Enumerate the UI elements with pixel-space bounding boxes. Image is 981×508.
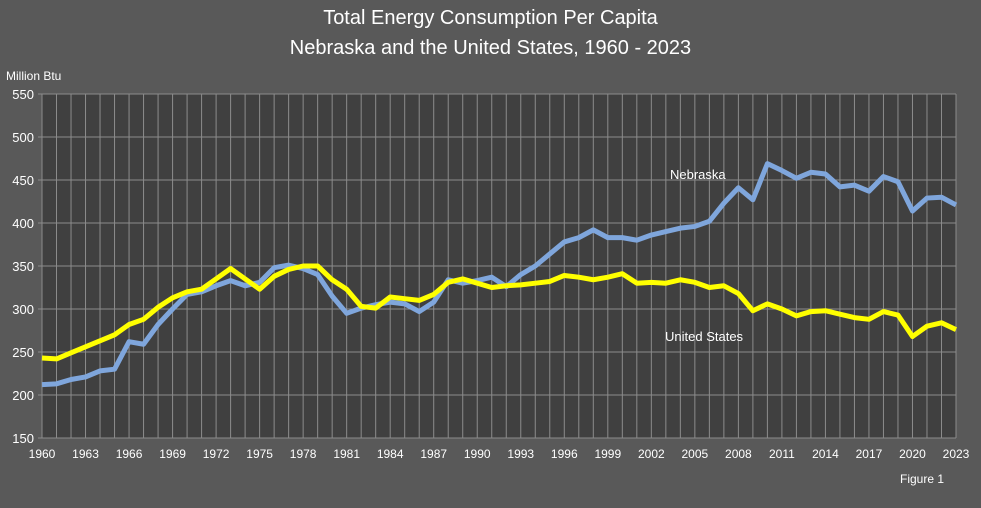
y-tick-label: 500 [12,130,34,145]
chart-title: Total Energy Consumption Per Capita [323,7,658,29]
y-tick-label: 450 [12,173,34,188]
x-tick-label: 2020 [899,447,926,461]
y-tick-label: 200 [12,388,34,403]
series-label-nebraska: Nebraska [670,167,726,182]
x-tick-label: 2005 [682,447,709,461]
y-axis-label: Million Btu [6,69,61,83]
figure-label: Figure 1 [900,472,944,486]
y-axis-ticks: 150 200 250 300 350 400 450 500 550 [12,87,34,446]
series-lines [41,161,958,388]
series-line-united-states [41,263,958,362]
x-tick-label: 1987 [420,447,447,461]
series-label-united-states: United States [665,329,744,344]
y-tick-label: 300 [12,302,34,317]
x-tick-label: 1996 [551,447,578,461]
x-tick-label: 1981 [333,447,360,461]
x-tick-label: 1960 [29,447,56,461]
x-tick-label: 2011 [769,447,795,461]
x-tick-label: 1984 [377,447,404,461]
x-tick-label: 1975 [246,447,273,461]
x-tick-label: 1978 [290,447,317,461]
x-tick-label: 1990 [464,447,491,461]
x-tick-label: 1999 [594,447,621,461]
x-tick-label: 2002 [638,447,665,461]
x-tick-label: 1993 [507,447,534,461]
x-tick-label: 2014 [812,447,839,461]
y-tick-label: 250 [12,345,34,360]
x-tick-label: 1963 [72,447,99,461]
y-tick-label: 550 [12,87,34,102]
x-tick-label: 1969 [159,447,186,461]
y-tick-label: 350 [12,259,34,274]
x-tick-label: 2017 [856,447,883,461]
x-axis-ticks: 1960 1963 1966 1969 1972 1975 1978 1981 1984 1987… [29,447,970,461]
chart-subtitle: Nebraska and the United States, 1960 - 2… [289,37,692,59]
x-tick-label: 1966 [116,447,143,461]
y-tick-label: 400 [12,216,34,231]
x-tick-label: 2008 [725,447,752,461]
x-tick-label: 2023 [943,447,970,461]
x-tick-label: 1972 [203,447,230,461]
y-tick-label: 150 [12,431,34,446]
series-line-nebraska [41,161,958,388]
